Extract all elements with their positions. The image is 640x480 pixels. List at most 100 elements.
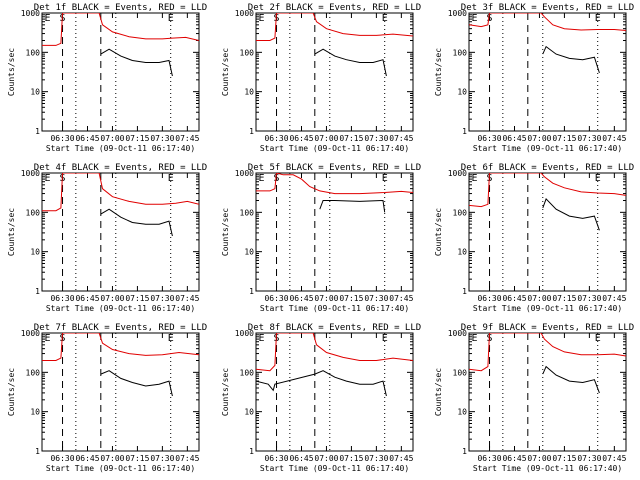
y-tick-label: 1	[249, 287, 254, 296]
x-tick-label: 06:30	[50, 134, 74, 143]
y-tick-label: 1000	[448, 329, 467, 338]
lld-series-line	[469, 13, 626, 31]
y-tick-label: 1	[462, 287, 467, 296]
y-tick-label: 1000	[21, 9, 40, 18]
y-axis-label: Counts/sec	[434, 368, 443, 416]
plot-frame	[468, 172, 627, 292]
marker-label: E	[595, 333, 601, 344]
events-series-line	[256, 370, 387, 397]
marker-label: S	[487, 13, 493, 24]
x-tick-label: 06:45	[75, 134, 99, 143]
marker-label: E	[382, 13, 388, 24]
marker-label: E	[168, 333, 174, 344]
x-tick-label: 07:00	[100, 454, 124, 463]
x-tick-label: 06:30	[50, 454, 74, 463]
x-tick-label: 07:45	[389, 454, 413, 463]
marker-label: S	[274, 173, 280, 184]
x-tick-label: 07:30	[150, 454, 174, 463]
marker-label: E	[168, 173, 174, 184]
events-series-line	[100, 48, 173, 77]
x-tick-label: 07:15	[125, 454, 149, 463]
y-tick-label: 100	[453, 208, 468, 217]
chart-panel-2: Det 2f BLACK = Events, RED = LLD 1 10 100 10…	[221, 3, 421, 153]
x-tick-label: 06:45	[289, 294, 313, 303]
plot-frame	[255, 172, 414, 292]
y-tick-label: 100	[240, 48, 255, 57]
x-tick-label: 07:00	[100, 294, 124, 303]
panel-title: Det 6f BLACK = Events, RED = LLD	[461, 163, 634, 173]
events-series-line	[100, 370, 173, 397]
x-tick-label: 07:30	[364, 454, 388, 463]
chart-panel-7: Det 7f BLACK = Events, RED = LLD 1 10 100 10…	[7, 323, 207, 473]
x-tick-label: 07:45	[602, 294, 626, 303]
x-tick-label: 06:30	[477, 134, 501, 143]
x-tick-label: 07:00	[100, 134, 124, 143]
x-axis-label: Start Time (09-Oct-11 06:17:40)	[473, 464, 622, 473]
lld-series-line	[42, 173, 199, 212]
marker-label: E	[472, 333, 478, 344]
panel-title: Det 9f BLACK = Events, RED = LLD	[461, 323, 634, 333]
x-axis-label: Start Time (09-Oct-11 06:17:40)	[473, 144, 622, 153]
x-tick-label: 07:30	[364, 134, 388, 143]
panel-title: Det 5f BLACK = Events, RED = LLD	[248, 163, 421, 173]
y-tick-label: 1000	[235, 329, 254, 338]
y-tick-label: 10	[30, 88, 40, 97]
x-tick-label: 06:30	[477, 454, 501, 463]
events-series-line	[319, 199, 386, 213]
y-axis-label: Counts/sec	[221, 368, 230, 416]
y-axis-label: Counts/sec	[434, 208, 443, 256]
x-axis-label: Start Time (09-Oct-11 06:17:40)	[260, 144, 409, 153]
y-tick-label: 1	[35, 447, 40, 456]
marker-label: E	[472, 13, 478, 24]
y-tick-label: 100	[26, 208, 41, 217]
panel-title: Det 7f BLACK = Events, RED = LLD	[34, 323, 207, 333]
marker-label: E	[45, 13, 51, 24]
y-tick-label: 10	[244, 88, 254, 97]
x-tick-label: 07:00	[314, 454, 338, 463]
chart-panel-1: Det 1f BLACK = Events, RED = LLD 1 10 100 10…	[7, 3, 207, 153]
y-tick-label: 1000	[21, 169, 40, 178]
x-axis-label: Start Time (09-Oct-11 06:17:40)	[260, 464, 409, 473]
events-series-line	[314, 48, 387, 77]
y-tick-label: 10	[244, 248, 254, 257]
marker-label: E	[382, 333, 388, 344]
marker-label: E	[382, 173, 388, 184]
y-tick-label: 100	[453, 368, 468, 377]
plot-frame	[41, 332, 200, 452]
x-tick-label: 07:30	[577, 134, 601, 143]
y-tick-label: 10	[244, 408, 254, 417]
y-tick-label: 1000	[448, 169, 467, 178]
events-series-line	[100, 208, 173, 237]
marker-label: E	[472, 173, 478, 184]
lld-series-line	[42, 13, 199, 46]
x-tick-label: 07:30	[150, 134, 174, 143]
marker-label: E	[595, 13, 601, 24]
x-axis-label: Start Time (09-Oct-11 06:17:40)	[46, 144, 195, 153]
x-tick-label: 07:15	[339, 294, 363, 303]
x-tick-label: 07:00	[527, 294, 551, 303]
x-tick-label: 06:45	[75, 454, 99, 463]
x-tick-label: 07:15	[339, 134, 363, 143]
x-tick-label: 07:45	[175, 294, 199, 303]
plot-frame	[468, 332, 627, 452]
x-tick-label: 06:45	[502, 454, 526, 463]
x-tick-label: 07:30	[150, 294, 174, 303]
panel-title: Det 1f BLACK = Events, RED = LLD	[34, 3, 207, 13]
x-tick-label: 07:45	[389, 294, 413, 303]
plot-frame	[468, 12, 627, 132]
lld-series-line	[42, 333, 199, 361]
chart-panel-9: Det 9f BLACK = Events, RED = LLD 1 10 100 10…	[434, 323, 634, 473]
chart-panel-3: Det 3f BLACK = Events, RED = LLD 1 10 100 10…	[434, 3, 634, 153]
x-tick-label: 07:15	[552, 454, 576, 463]
y-tick-label: 100	[240, 368, 255, 377]
x-axis-label: Start Time (09-Oct-11 06:17:40)	[260, 304, 409, 313]
y-tick-label: 10	[457, 408, 467, 417]
panel-title: Det 2f BLACK = Events, RED = LLD	[248, 3, 421, 13]
events-series-line	[542, 45, 600, 74]
x-tick-label: 07:00	[314, 134, 338, 143]
x-tick-label: 06:45	[289, 454, 313, 463]
y-tick-label: 1	[462, 127, 467, 136]
marker-label: E	[259, 173, 265, 184]
chart-panel-8: Det 8f BLACK = Events, RED = LLD 1 10 100 10…	[221, 323, 421, 473]
